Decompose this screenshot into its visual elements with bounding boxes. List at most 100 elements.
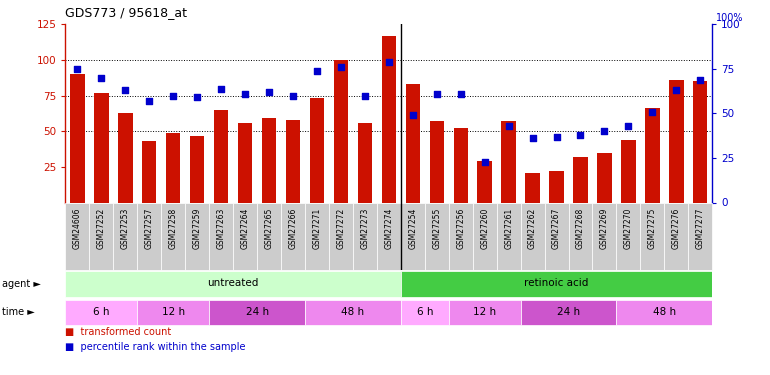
Text: GSM27275: GSM27275 [648, 208, 657, 249]
Point [311, 68, 323, 74]
Bar [521, 202, 544, 270]
Text: ■  transformed count: ■ transformed count [65, 327, 172, 338]
Point [95, 75, 108, 81]
Bar [449, 202, 473, 270]
Bar [161, 202, 186, 270]
Bar [190, 135, 204, 202]
Bar [94, 93, 109, 202]
Bar [333, 60, 348, 202]
Bar [65, 300, 137, 325]
Point [478, 159, 490, 165]
Text: 6 h: 6 h [417, 307, 433, 316]
Bar [473, 202, 497, 270]
Text: GSM27259: GSM27259 [192, 208, 202, 249]
Bar [358, 123, 372, 202]
Text: GSM27272: GSM27272 [336, 208, 346, 249]
Point [527, 135, 539, 141]
Bar [233, 202, 257, 270]
Bar [89, 202, 113, 270]
Point [287, 93, 300, 99]
Text: GSM27268: GSM27268 [576, 208, 585, 249]
Bar [70, 74, 85, 202]
Point [263, 89, 275, 95]
Bar [617, 202, 641, 270]
Bar [142, 141, 156, 202]
Text: GSM27273: GSM27273 [360, 208, 370, 249]
Point [622, 123, 634, 129]
Bar [238, 123, 253, 202]
Bar [382, 36, 396, 203]
Text: GDS773 / 95618_at: GDS773 / 95618_at [65, 6, 187, 19]
Text: 6 h: 6 h [93, 307, 109, 316]
Point [119, 87, 132, 93]
Text: GSM24606: GSM24606 [73, 208, 82, 249]
Bar [262, 118, 276, 202]
Point [191, 94, 203, 100]
Bar [305, 202, 329, 270]
Bar [286, 120, 300, 202]
Point [694, 76, 706, 82]
Bar [501, 121, 516, 202]
Text: GSM27262: GSM27262 [528, 208, 537, 249]
Point [383, 59, 395, 65]
Point [143, 98, 156, 104]
Bar [257, 202, 281, 270]
Bar [574, 157, 588, 203]
Text: GSM27264: GSM27264 [240, 208, 249, 249]
Bar [544, 202, 568, 270]
Bar [209, 300, 305, 325]
Bar [454, 128, 468, 202]
Bar [430, 121, 444, 202]
Point [430, 91, 443, 97]
Bar [568, 202, 592, 270]
Bar [118, 113, 132, 202]
Point [646, 109, 658, 115]
Text: GSM27255: GSM27255 [432, 208, 441, 249]
Point [72, 66, 84, 72]
Bar [113, 202, 137, 270]
Bar [186, 202, 209, 270]
Bar [449, 300, 521, 325]
Bar [425, 202, 449, 270]
Bar [329, 202, 353, 270]
Bar [137, 202, 161, 270]
Text: GSM27252: GSM27252 [97, 208, 106, 249]
Text: 48 h: 48 h [653, 307, 676, 316]
Bar [377, 202, 401, 270]
Point [574, 132, 587, 138]
Bar [592, 202, 617, 270]
Bar [305, 300, 401, 325]
Point [215, 86, 227, 92]
Text: 12 h: 12 h [162, 307, 185, 316]
Text: GSM27270: GSM27270 [624, 208, 633, 249]
Text: GSM27274: GSM27274 [384, 208, 393, 249]
Text: GSM27276: GSM27276 [671, 208, 681, 249]
Bar [617, 300, 712, 325]
Text: 24 h: 24 h [557, 307, 580, 316]
Text: GSM27260: GSM27260 [480, 208, 489, 249]
Bar [401, 202, 425, 270]
Bar [641, 202, 665, 270]
Bar [598, 153, 611, 203]
Point [407, 112, 419, 118]
Bar [65, 272, 401, 297]
Bar [406, 84, 420, 203]
Point [670, 87, 682, 93]
Point [335, 64, 347, 70]
Point [167, 93, 179, 99]
Text: GSM27261: GSM27261 [504, 208, 513, 249]
Text: 12 h: 12 h [473, 307, 496, 316]
Text: GSM27263: GSM27263 [216, 208, 226, 249]
Bar [521, 300, 617, 325]
Bar [688, 202, 712, 270]
Text: GSM27266: GSM27266 [289, 208, 297, 249]
Text: GSM27267: GSM27267 [552, 208, 561, 249]
Point [359, 93, 371, 99]
Text: 24 h: 24 h [246, 307, 269, 316]
Bar [166, 133, 180, 202]
Text: time ►: time ► [2, 307, 35, 317]
Bar [353, 202, 377, 270]
Bar [137, 300, 209, 325]
Text: retinoic acid: retinoic acid [524, 279, 589, 288]
Bar [209, 202, 233, 270]
